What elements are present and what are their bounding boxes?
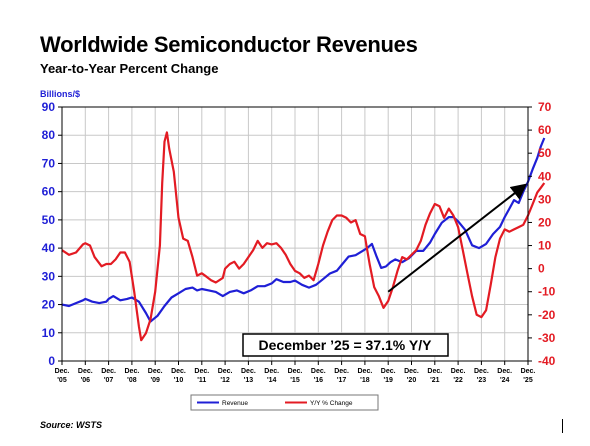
annotation: December ’25 = 37.1% Y/Y bbox=[242, 183, 528, 357]
left-tick-label: 0 bbox=[48, 354, 55, 368]
legend: Revenue Y/Y % Change bbox=[190, 394, 379, 411]
left-tick-label: 40 bbox=[42, 241, 56, 255]
right-tick-label: 0 bbox=[538, 262, 545, 276]
right-tick-label: 20 bbox=[538, 215, 552, 229]
x-tick-label-year: '10 bbox=[174, 377, 184, 384]
right-tick-label: 70 bbox=[538, 100, 552, 114]
x-tick-label-month: Dec. bbox=[497, 368, 512, 375]
right-tick-label: 10 bbox=[538, 239, 552, 253]
left-tick-label: 30 bbox=[42, 269, 56, 283]
x-tick-label-month: Dec. bbox=[521, 368, 536, 375]
x-tick-label-year: '25 bbox=[523, 377, 533, 384]
source-note: Source: WSTS bbox=[40, 420, 103, 430]
annotation-text: December ’25 = 37.1% Y/Y bbox=[259, 337, 433, 353]
x-tick-label-month: Dec. bbox=[474, 368, 489, 375]
left-tick-label: 90 bbox=[42, 100, 56, 114]
x-tick-label-year: '13 bbox=[244, 377, 254, 384]
x-tick-label-year: '24 bbox=[500, 377, 510, 384]
x-tick-label-year: '18 bbox=[360, 377, 370, 384]
x-tick-label-year: '23 bbox=[477, 377, 487, 384]
corner-mark bbox=[562, 419, 563, 433]
legend-box bbox=[190, 394, 379, 411]
x-tick-label-month: Dec. bbox=[241, 368, 256, 375]
right-tick-label: 60 bbox=[538, 123, 552, 137]
right-tick-label: 30 bbox=[538, 192, 552, 206]
x-tick-label-year: '09 bbox=[150, 377, 160, 384]
right-tick-label: 50 bbox=[538, 146, 552, 160]
left-tick-label: 20 bbox=[42, 298, 56, 312]
series-line-y-y-change bbox=[61, 131, 546, 342]
x-tick-label-year: '17 bbox=[337, 377, 347, 384]
x-tick-label-year: '08 bbox=[127, 377, 137, 384]
x-tick-label-month: Dec. bbox=[148, 368, 163, 375]
right-tick-label: -40 bbox=[538, 354, 556, 368]
x-tick-label-month: Dec. bbox=[171, 368, 186, 375]
x-tick-label-month: Dec. bbox=[264, 368, 279, 375]
right-tick-label: -20 bbox=[538, 308, 556, 322]
x-tick-label-month: Dec. bbox=[358, 368, 373, 375]
x-tick-label-year: '07 bbox=[104, 377, 114, 384]
right-tick-label: -30 bbox=[538, 331, 556, 345]
grid bbox=[61, 106, 529, 362]
x-tick-label-month: Dec. bbox=[404, 368, 419, 375]
x-tick-label-month: Dec. bbox=[125, 368, 140, 375]
x-tick-label-month: Dec. bbox=[334, 368, 349, 375]
legend-label-yy: Y/Y % Change bbox=[310, 400, 353, 407]
x-tick-label-month: Dec. bbox=[55, 368, 70, 375]
left-tick-label: 60 bbox=[42, 185, 56, 199]
x-tick-label-year: '06 bbox=[81, 377, 91, 384]
x-tick-label-year: '20 bbox=[407, 377, 417, 384]
series-line-revenue bbox=[61, 137, 546, 323]
annotation-box bbox=[242, 333, 449, 357]
x-tick-label-year: '15 bbox=[290, 377, 300, 384]
x-tick-label-month: Dec. bbox=[101, 368, 116, 375]
left-tick-label: 70 bbox=[42, 156, 56, 170]
x-tick-label-month: Dec. bbox=[311, 368, 326, 375]
x-tick-label-month: Dec. bbox=[288, 368, 303, 375]
left-tick-label: 50 bbox=[42, 213, 56, 227]
x-tick-label-year: '12 bbox=[220, 377, 230, 384]
annotation-arrow bbox=[387, 183, 528, 293]
left-tick-label: 10 bbox=[42, 326, 56, 340]
x-tick-label-month: Dec. bbox=[218, 368, 233, 375]
chart-subtitle: Year-to-Year Percent Change bbox=[40, 61, 219, 76]
chart-title: Worldwide Semiconductor Revenues bbox=[40, 32, 418, 57]
series-layer bbox=[61, 131, 546, 342]
right-tick-label: -10 bbox=[538, 285, 556, 299]
left-tick-label: 80 bbox=[42, 128, 56, 142]
x-tick-label-year: '05 bbox=[57, 377, 67, 384]
legend-label-revenue: Revenue bbox=[222, 400, 248, 407]
x-tick-label-month: Dec. bbox=[78, 368, 93, 375]
x-tick-label-year: '19 bbox=[383, 377, 393, 384]
right-tick-label: 40 bbox=[538, 169, 552, 183]
x-tick-label-month: Dec. bbox=[427, 368, 442, 375]
x-tick-label-month: Dec. bbox=[451, 368, 466, 375]
x-tick-label-year: '14 bbox=[267, 377, 277, 384]
x-tick-label-month: Dec. bbox=[381, 368, 396, 375]
x-tick-label-year: '11 bbox=[197, 377, 206, 384]
left-axis-label: Billions/$ bbox=[40, 89, 80, 99]
x-tick-label-year: '16 bbox=[314, 377, 324, 384]
x-tick-label-year: '21 bbox=[430, 377, 440, 384]
x-tick-label-month: Dec. bbox=[194, 368, 209, 375]
x-tick-label-year: '22 bbox=[453, 377, 463, 384]
